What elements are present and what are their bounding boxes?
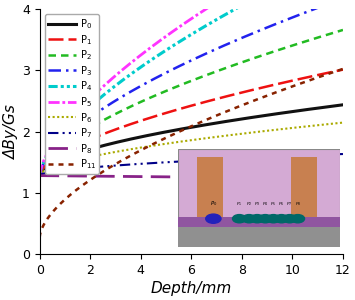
P$_3$ <box>115 98 120 101</box>
P$_0$ <box>240 117 244 121</box>
P$_1$ <box>38 174 42 177</box>
P$_8$ <box>240 176 244 179</box>
P$_3$ <box>216 46 220 50</box>
P$_5$ <box>115 72 120 76</box>
P$_0$ <box>266 113 270 117</box>
Line: P$_0$: P$_0$ <box>40 105 343 176</box>
P$_2$ <box>266 52 270 55</box>
P$_2$ <box>216 69 220 73</box>
P$_7$ <box>266 155 270 159</box>
P$_0$ <box>341 103 345 106</box>
P$_2$ <box>38 174 42 177</box>
P$_4$ <box>240 3 244 7</box>
P$_1$ <box>91 136 95 140</box>
P$_1$ <box>266 84 270 88</box>
P$_2$ <box>240 60 244 64</box>
P$_{11}$ <box>266 94 270 97</box>
Line: P$_1$: P$_1$ <box>40 70 343 176</box>
P$_6$ <box>91 154 95 158</box>
Line: P$_5$: P$_5$ <box>40 0 343 176</box>
P$_8$ <box>91 174 95 178</box>
P$_0$ <box>91 146 95 150</box>
P$_7$ <box>341 152 345 156</box>
P$_2$ <box>91 124 95 128</box>
P$_2$ <box>175 85 179 88</box>
P$_3$ <box>91 113 95 117</box>
P$_7$ <box>38 174 42 177</box>
P$_6$ <box>175 140 179 144</box>
P$_0$ <box>38 174 42 177</box>
P$_{11}$ <box>91 176 95 180</box>
P$_7$ <box>115 164 120 167</box>
P$_5$ <box>38 174 42 177</box>
P$_4$ <box>115 82 120 86</box>
Line: P$_7$: P$_7$ <box>40 154 343 176</box>
P$_3$ <box>240 36 244 40</box>
Y-axis label: ΔBy/Gs: ΔBy/Gs <box>4 104 19 159</box>
P$_{11}$ <box>175 131 179 134</box>
P$_5$ <box>175 27 179 30</box>
P$_8$ <box>38 174 42 177</box>
P$_8$ <box>266 176 270 180</box>
P$_{11}$ <box>341 67 345 71</box>
P$_7$ <box>175 160 179 164</box>
P$_3$ <box>175 65 179 69</box>
P$_6$ <box>216 135 220 138</box>
P$_1$ <box>175 108 179 112</box>
P$_1$ <box>240 91 244 94</box>
P$_6$ <box>115 150 120 153</box>
P$_{11}$ <box>216 113 220 116</box>
P$_7$ <box>240 157 244 160</box>
P$_4$ <box>38 174 42 177</box>
P$_3$ <box>38 174 42 177</box>
P$_1$ <box>216 97 220 100</box>
P$_4$ <box>175 41 179 45</box>
P$_{11}$ <box>115 161 120 165</box>
P$_0$ <box>115 140 120 144</box>
Line: P$_4$: P$_4$ <box>40 0 343 176</box>
Line: P$_3$: P$_3$ <box>40 0 343 176</box>
P$_5$ <box>91 94 95 98</box>
P$_8$ <box>216 176 220 179</box>
P$_{11}$ <box>38 236 42 239</box>
P$_8$ <box>115 175 120 178</box>
P$_6$ <box>240 132 244 136</box>
P$_2$ <box>341 28 345 32</box>
P$_8$ <box>175 175 179 179</box>
P$_0$ <box>216 121 220 124</box>
P$_1$ <box>341 68 345 71</box>
Line: P$_2$: P$_2$ <box>40 30 343 176</box>
Line: P$_{11}$: P$_{11}$ <box>40 69 343 237</box>
P$_4$ <box>216 17 220 20</box>
P$_2$ <box>115 111 120 115</box>
P$_7$ <box>216 158 220 161</box>
Line: P$_8$: P$_8$ <box>40 176 343 178</box>
Line: P$_6$: P$_6$ <box>40 123 343 176</box>
P$_3$ <box>266 25 270 29</box>
Legend: P$_0$, P$_1$, P$_2$, P$_3$, P$_4$, P$_5$, P$_6$, P$_7$, P$_8$, P$_{11}$: P$_0$, P$_1$, P$_2$, P$_3$, P$_4$, P$_5$… <box>45 14 99 174</box>
P$_0$ <box>175 128 179 132</box>
P$_6$ <box>266 129 270 132</box>
P$_6$ <box>341 121 345 124</box>
P$_{11}$ <box>240 103 244 107</box>
P$_7$ <box>91 166 95 169</box>
X-axis label: Depth/mm: Depth/mm <box>151 281 232 296</box>
P$_5$ <box>216 0 220 3</box>
P$_1$ <box>115 127 120 130</box>
P$_6$ <box>38 174 42 177</box>
P$_8$ <box>341 177 345 180</box>
P$_4$ <box>91 102 95 106</box>
